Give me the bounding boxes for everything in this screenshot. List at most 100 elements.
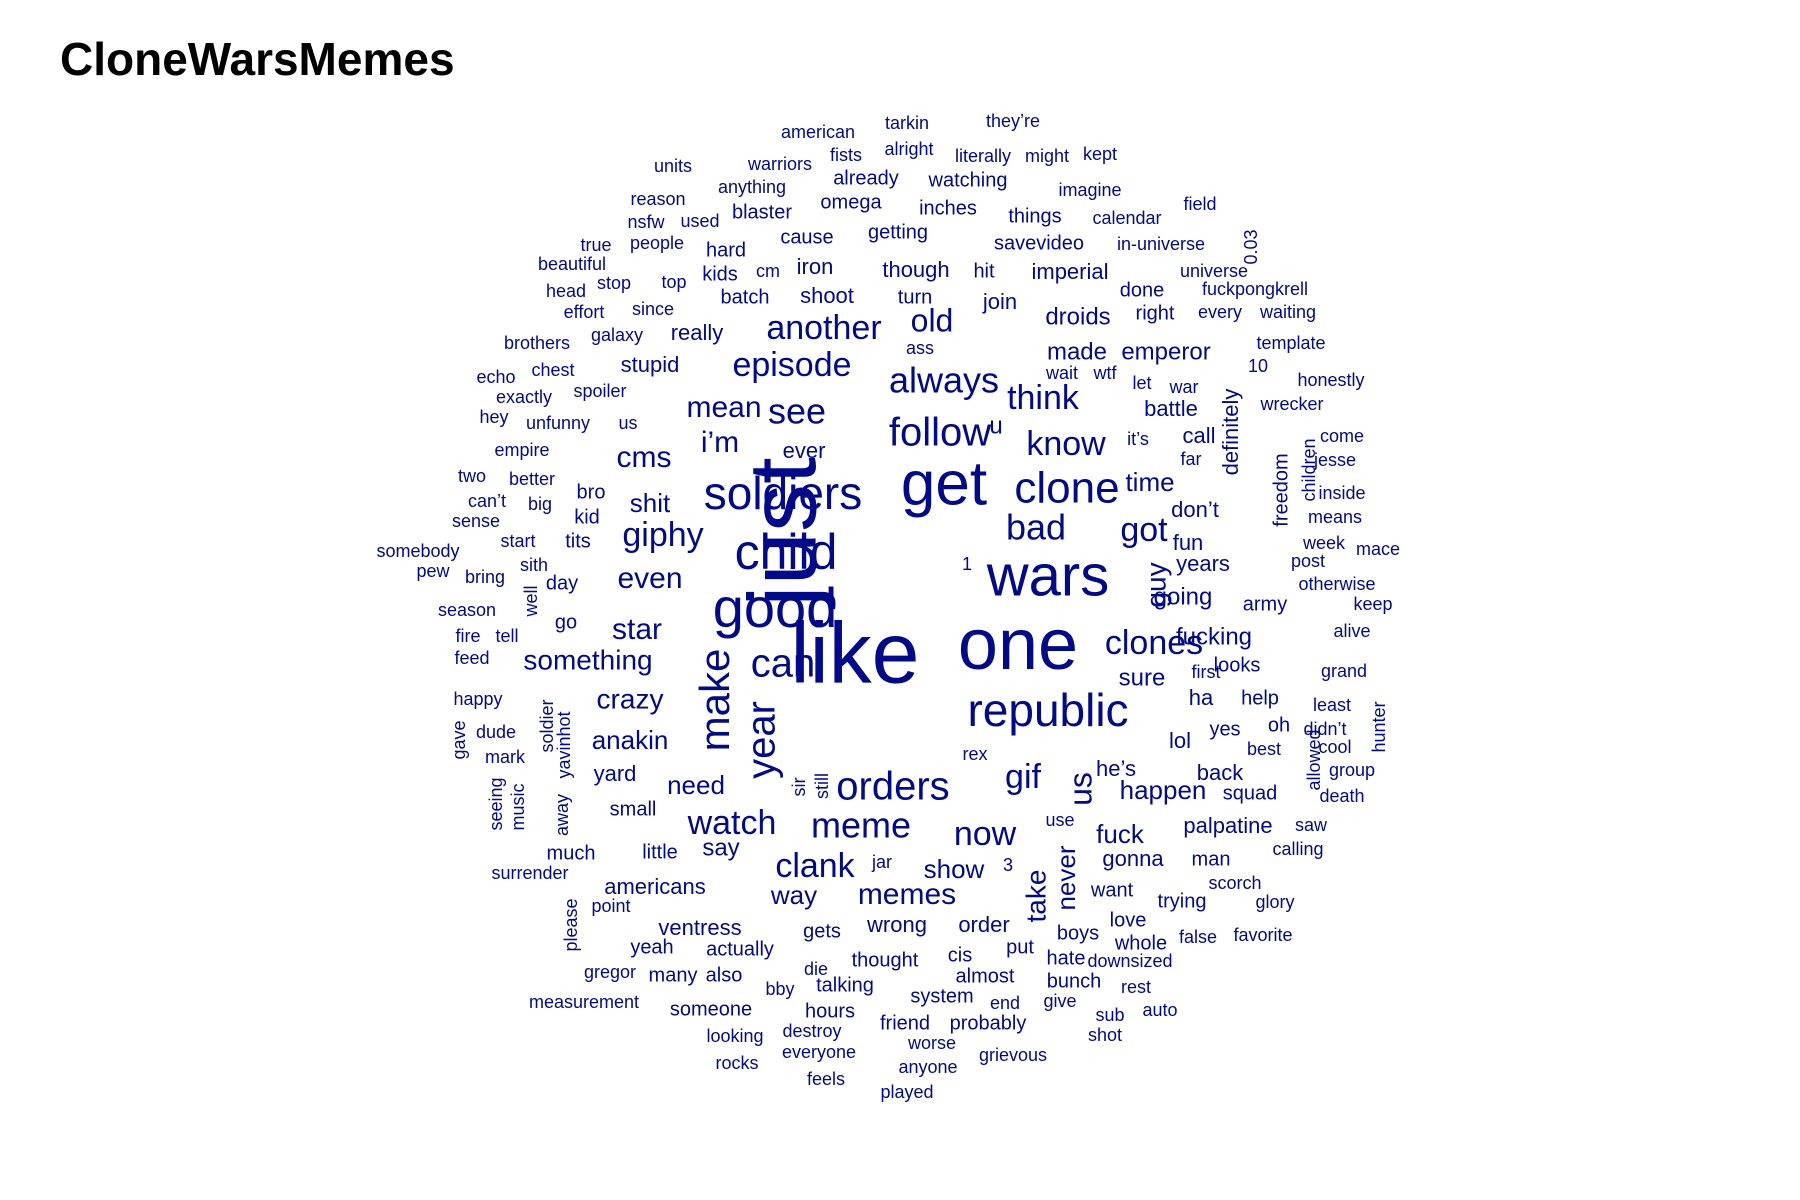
cloud-word: trying [1158, 890, 1207, 912]
cloud-word: downsized [1087, 951, 1172, 971]
cloud-word: wrecker [1259, 394, 1323, 414]
cloud-word: don’t [1171, 497, 1219, 522]
cloud-word: fists [830, 145, 862, 165]
cloud-word: fuckpongkrell [1202, 279, 1308, 299]
cloud-word: he’s [1096, 756, 1136, 781]
cloud-word: since [632, 299, 674, 319]
cloud-word: freedom [1270, 453, 1292, 526]
cloud-word: seeing [486, 777, 506, 830]
cloud-word: shot [1088, 1025, 1122, 1045]
cloud-word: fire [455, 626, 480, 646]
cloud-word: crazy [597, 683, 664, 714]
cloud-word: good [713, 576, 838, 639]
cloud-word: in-universe [1117, 234, 1205, 254]
cloud-word: looking [706, 1026, 763, 1046]
cloud-word: getting [868, 221, 928, 243]
cloud-word: feed [454, 648, 489, 668]
cloud-word: battle [1144, 396, 1198, 421]
cloud-word: well [521, 585, 541, 617]
cloud-word: worse [907, 1033, 956, 1053]
cloud-word: bunch [1047, 970, 1102, 992]
cloud-word: echo [476, 367, 515, 387]
cloud-word: alright [884, 139, 933, 159]
cloud-word: hunter [1369, 701, 1389, 752]
cloud-word: rex [962, 744, 987, 764]
cloud-word: stupid [621, 352, 680, 377]
cloud-word: little [642, 841, 678, 863]
cloud-word: soldier [537, 699, 557, 752]
cloud-word: sith [520, 555, 548, 575]
cloud-word: just [729, 457, 836, 609]
cloud-word: reason [630, 189, 685, 209]
cloud-word: feels [807, 1069, 845, 1089]
cloud-word: gif [1005, 758, 1041, 796]
cloud-word: clone [1014, 464, 1119, 513]
cloud-word: bring [465, 567, 505, 587]
cloud-word: 0.03 [1241, 229, 1261, 264]
cloud-word: turn [898, 286, 932, 308]
cloud-word: meme [811, 805, 911, 846]
cloud-word: scorch [1208, 873, 1261, 893]
cloud-word: soldiers [704, 467, 863, 519]
cloud-word: two [458, 466, 486, 486]
cloud-word: put [1006, 936, 1034, 958]
cloud-word: someone [670, 998, 752, 1020]
cloud-word: actually [706, 938, 774, 960]
cloud-word: end [990, 993, 1020, 1013]
cloud-word: brothers [504, 333, 570, 353]
cloud-word: ever [783, 438, 826, 463]
cloud-word: wtf [1092, 363, 1117, 383]
cloud-word: least [1313, 695, 1351, 715]
cloud-word: follow [889, 411, 991, 455]
cloud-word: death [1319, 786, 1364, 806]
cloud-word: ass [906, 338, 934, 358]
cloud-word: old [911, 302, 954, 338]
cloud-word: beautiful [538, 254, 606, 274]
cloud-word: bad [1006, 507, 1066, 548]
cloud-word: spoiler [573, 381, 626, 401]
cloud-word: star [612, 613, 662, 646]
cloud-word: happen [1120, 775, 1207, 805]
cloud-word: can’t [468, 491, 506, 511]
cloud-word: watch [687, 804, 777, 842]
cloud-word: happy [453, 689, 502, 709]
cloud-word: cm [756, 261, 780, 281]
cloud-word: make [691, 649, 738, 752]
cloud-word: group [1329, 760, 1375, 780]
cloud-word: one [958, 605, 1078, 685]
cloud-word: jesse [1313, 450, 1356, 470]
cloud-word: fucking [1176, 623, 1252, 650]
cloud-word: gregor [584, 962, 636, 982]
cloud-word: year [740, 701, 784, 779]
cloud-word: gets [803, 920, 841, 942]
cloud-word: child [735, 524, 838, 580]
cloud-word: mean [686, 391, 761, 424]
cloud-word: us [618, 413, 637, 433]
cloud-word: bby [765, 979, 794, 999]
cloud-word: universe [1180, 261, 1248, 281]
cloud-word: guy [1140, 562, 1171, 607]
cloud-word: savevideo [994, 232, 1084, 254]
cloud-word: war [1168, 377, 1198, 397]
cloud-word: imagine [1058, 180, 1121, 200]
cloud-word: give [1043, 991, 1076, 1011]
cloud-word: cause [780, 226, 833, 248]
cloud-word: sir [789, 778, 809, 797]
cloud-word: know [1026, 425, 1106, 463]
cloud-word: gonna [1102, 846, 1164, 871]
cloud-word: like [790, 606, 919, 702]
cloud-word: head [546, 281, 586, 301]
cloud-word: years [1176, 551, 1230, 576]
cloud-word: though [882, 257, 949, 282]
cloud-word: oh [1268, 714, 1290, 736]
cloud-word: kid [574, 506, 600, 528]
cloud-word: cis [948, 944, 972, 966]
cloud-word: hey [479, 407, 508, 427]
cloud-word: might [1025, 146, 1069, 166]
cloud-word: need [667, 770, 725, 800]
cloud-word: exactly [496, 387, 552, 407]
cloud-word: many [649, 964, 698, 986]
cloud-word: system [910, 985, 973, 1007]
cloud-word: hard [706, 239, 746, 261]
